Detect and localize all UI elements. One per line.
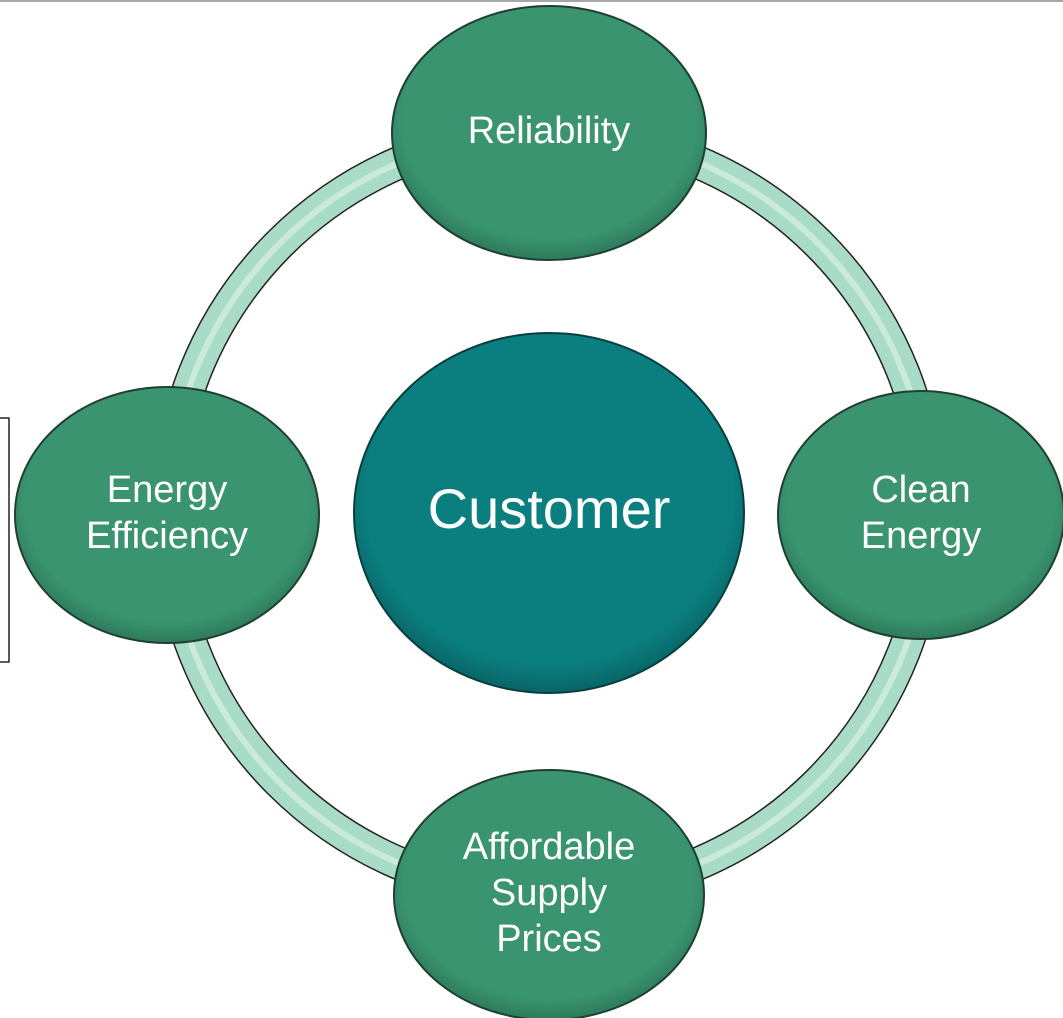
node-label: Reliability (468, 110, 631, 152)
node-label: Prices (496, 918, 602, 960)
node-label: Energy (107, 469, 227, 511)
node-label: Efficiency (86, 515, 248, 557)
node-label: Energy (861, 515, 981, 557)
node-circle (14, 386, 320, 644)
node-circle (393, 769, 705, 1018)
center-circle (353, 332, 745, 694)
node-label: Affordable (463, 826, 636, 868)
node-circle (777, 390, 1063, 640)
side-box (0, 417, 10, 663)
node-circle (391, 5, 707, 261)
center-label: Customer (428, 477, 671, 540)
node-label: Clean (871, 469, 970, 511)
node-label: Supply (491, 872, 607, 914)
